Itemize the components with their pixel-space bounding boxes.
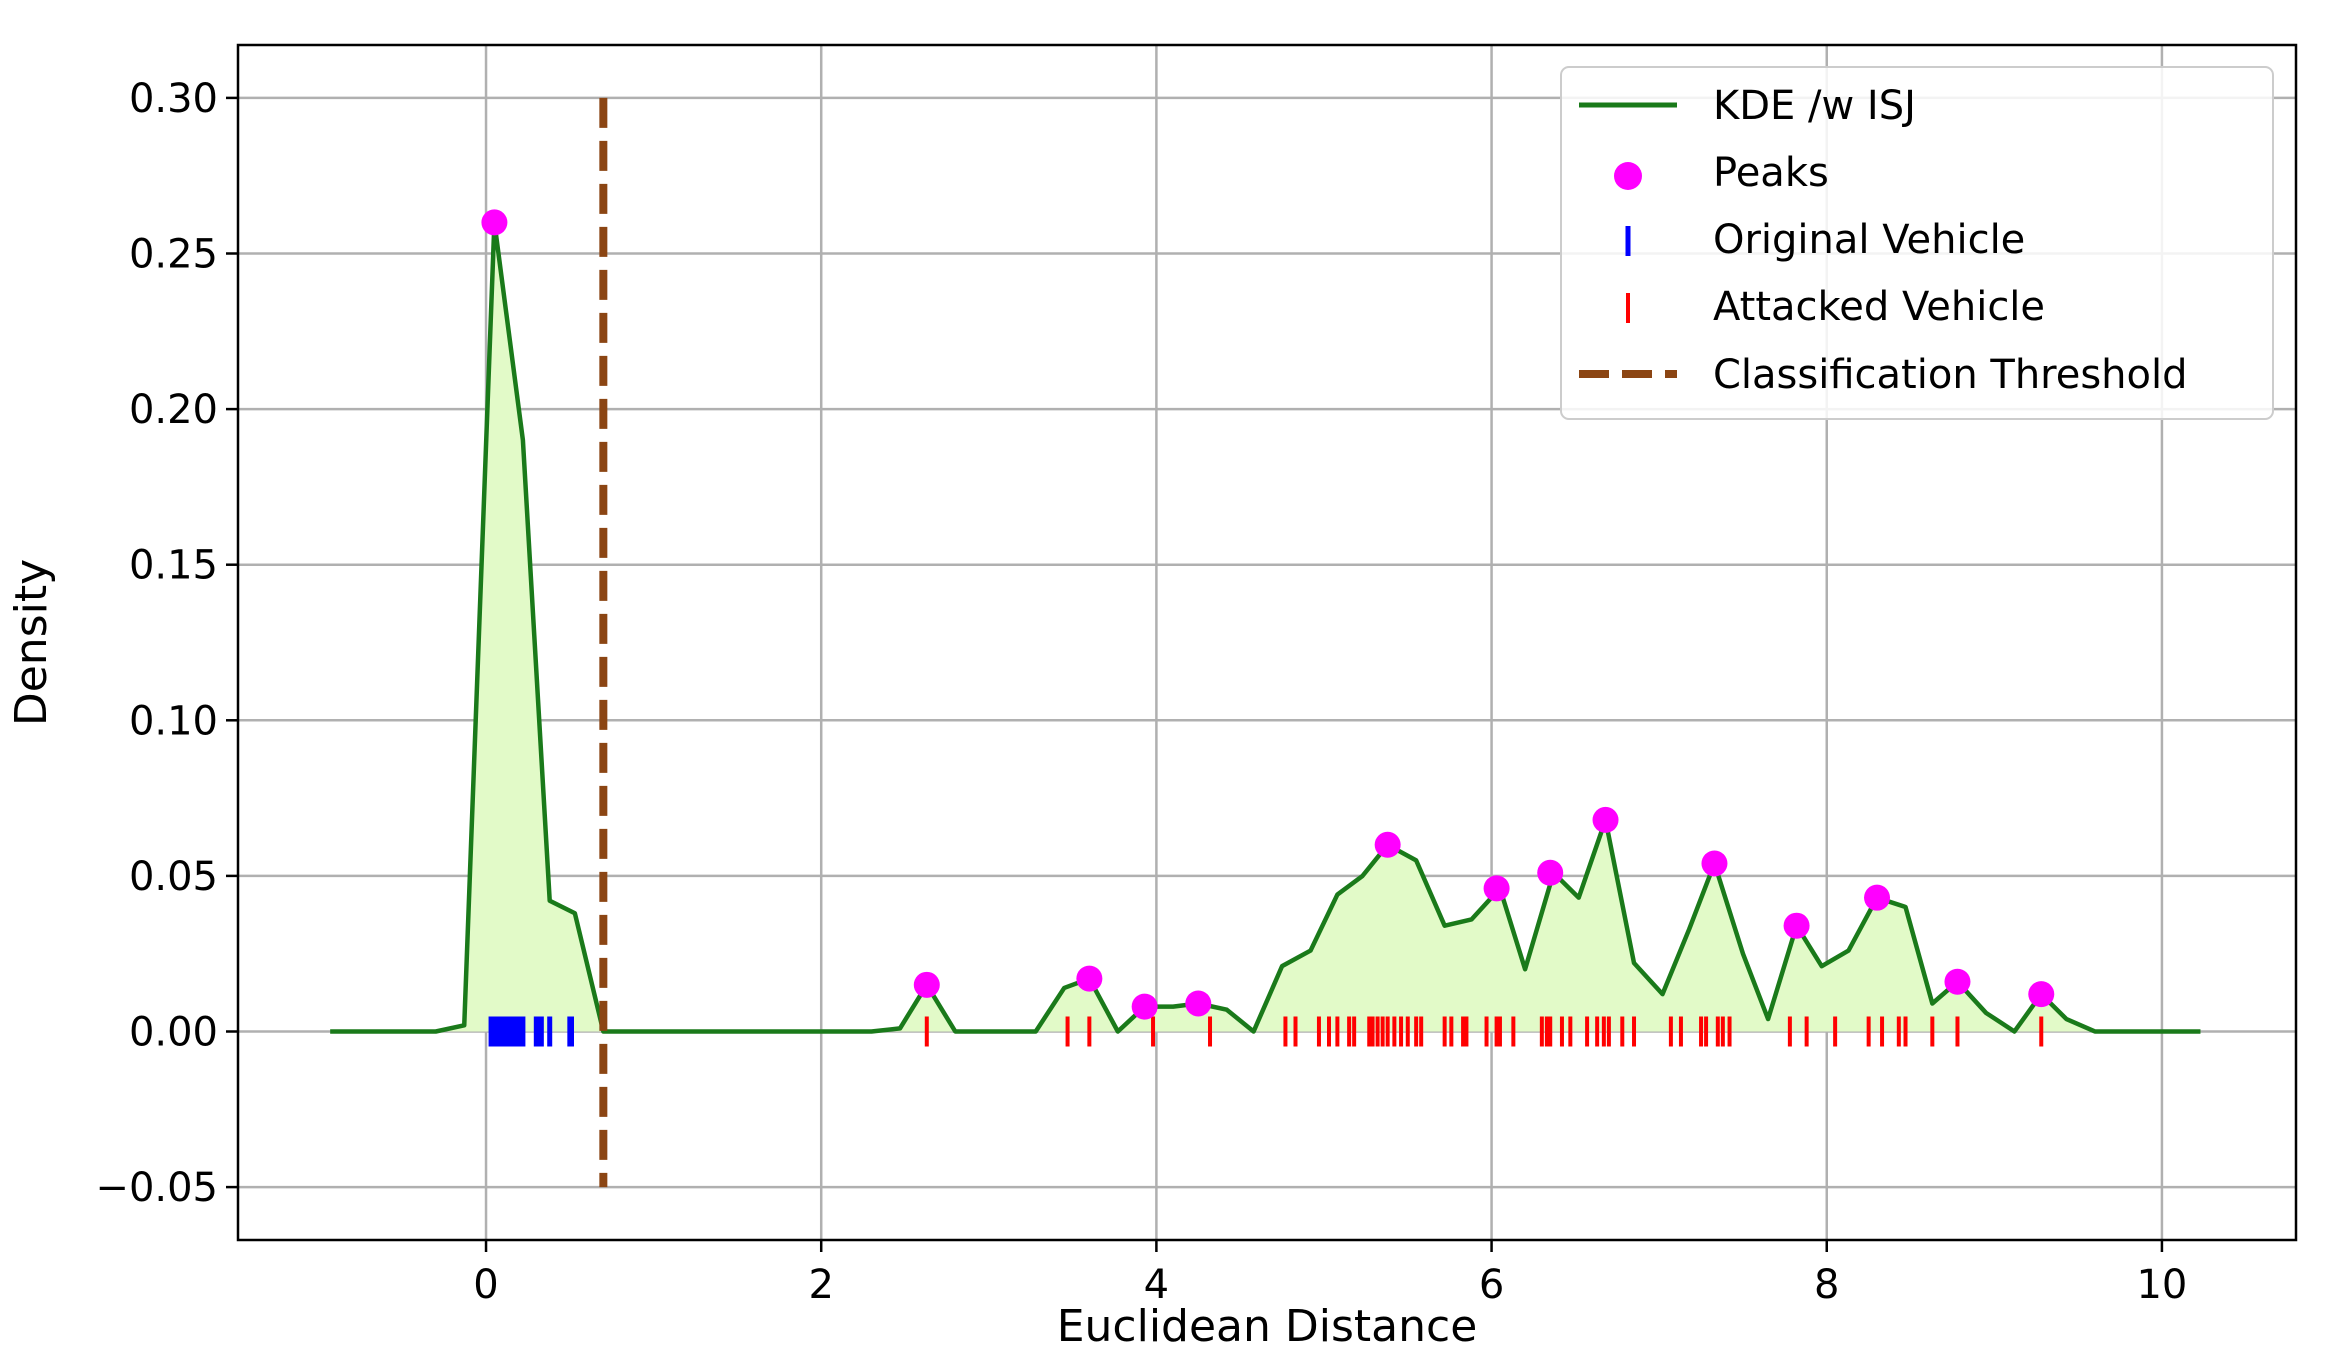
y-tick-label: 0.00: [129, 1009, 218, 1055]
y-tick-label: 0.30: [129, 76, 218, 122]
peak-marker: [1076, 965, 1103, 992]
x-tick-label: 10: [2136, 1262, 2187, 1308]
peak-marker: [481, 209, 508, 236]
rug-layer: [488, 1016, 2044, 1047]
legend: KDE /w ISJ Peaks Original Vehicle Attacked …: [1560, 66, 2274, 420]
y-tick-label: −0.05: [95, 1165, 218, 1211]
peak-marker: [1944, 968, 1971, 995]
kde-fill-layer: [330, 222, 2201, 1032]
y-axis-label: Density: [6, 559, 57, 726]
x-tick-label: 4: [1144, 1262, 1169, 1308]
legend-peaks-swatch: [1614, 162, 1642, 190]
peak-marker: [1131, 993, 1158, 1020]
x-tick-label: 2: [808, 1262, 833, 1308]
x-tick-label: 8: [1814, 1262, 1839, 1308]
y-tick-label: 0.05: [129, 854, 218, 900]
axis-ticks: 0 2 4 6 8 10 −0.05 0.00 0.05 0.10 0.15 0.20 0.25 0.30: [95, 76, 2187, 1308]
peak-marker: [1537, 859, 1564, 886]
peak-layer: [481, 209, 2055, 1020]
y-tick-label: 0.20: [129, 387, 218, 433]
kde-fill-area: [330, 222, 2201, 1032]
legend-box: [1560, 66, 2274, 420]
peak-marker: [1864, 884, 1891, 911]
y-tick-label: 0.10: [129, 698, 218, 744]
peak-marker: [913, 971, 940, 998]
legend-threshold-label: Classification Threshold: [1713, 352, 2188, 398]
y-tick-label: 0.25: [129, 232, 218, 278]
legend-peaks-label: Peaks: [1713, 150, 1829, 196]
x-tick-label: 6: [1479, 1262, 1504, 1308]
x-axis-label: Euclidean Distance: [1057, 1301, 1478, 1352]
x-tick-label: 0: [473, 1262, 498, 1308]
peak-marker: [1374, 831, 1401, 858]
peak-marker: [1592, 806, 1619, 833]
peak-marker: [1701, 850, 1728, 877]
peak-marker: [1185, 990, 1212, 1017]
legend-original-label: Original Vehicle: [1713, 217, 2025, 263]
legend-kde-label: KDE /w ISJ: [1713, 83, 1916, 129]
peak-marker: [2028, 981, 2055, 1008]
y-tick-label: 0.15: [129, 543, 218, 589]
plot-frame: [236, 43, 2298, 1242]
legend-attacked-label: Attacked Vehicle: [1713, 284, 2045, 330]
peak-marker: [1483, 875, 1510, 902]
peak-marker: [1783, 912, 1810, 939]
